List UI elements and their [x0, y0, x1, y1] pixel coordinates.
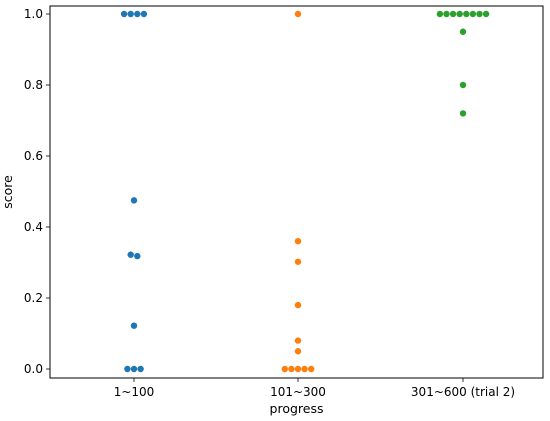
y-tick-label: 0.2	[24, 291, 43, 305]
data-point	[130, 322, 138, 329]
data-point	[130, 365, 138, 373]
data-point	[436, 10, 444, 18]
data-point	[443, 10, 450, 18]
y-axis-label: score	[0, 175, 15, 209]
data-point	[294, 238, 302, 245]
data-point	[288, 365, 295, 373]
data-point	[301, 365, 308, 373]
data-point	[281, 365, 288, 373]
y-tick-label: 0.0	[24, 362, 43, 376]
data-point	[294, 365, 302, 373]
y-tick-label: 0.8	[24, 78, 43, 92]
data-point	[134, 252, 141, 260]
data-point	[120, 10, 128, 18]
y-axis-ticks: 0.0 0.2 0.4 0.6 0.8 1.0	[24, 7, 50, 376]
x-tick-label: 101~300	[270, 385, 326, 399]
x-axis-label: progress	[270, 401, 324, 416]
y-tick-label: 1.0	[24, 7, 43, 21]
data-point	[140, 10, 148, 18]
data-point	[294, 337, 302, 344]
data-point	[456, 10, 463, 18]
data-point	[469, 10, 477, 18]
data-points	[120, 10, 490, 373]
data-point	[124, 365, 131, 373]
data-point	[308, 365, 315, 373]
data-point	[294, 348, 302, 355]
x-axis-ticks: 1~100 101~300 301~600 (trial 2)	[114, 378, 515, 399]
data-point	[449, 10, 457, 18]
data-point	[459, 28, 467, 35]
data-point	[127, 251, 134, 258]
data-point	[130, 197, 138, 204]
data-point	[137, 365, 144, 373]
data-point	[294, 258, 302, 265]
data-point	[127, 10, 134, 18]
y-tick-label: 0.6	[24, 149, 43, 163]
data-point	[482, 10, 490, 18]
data-point	[459, 110, 467, 117]
data-point	[134, 10, 141, 18]
data-point	[463, 10, 470, 18]
x-tick-label: 301~600 (trial 2)	[411, 385, 515, 399]
data-point	[294, 301, 302, 309]
y-tick-label: 0.4	[24, 220, 43, 234]
plot-area	[49, 5, 544, 379]
data-point	[459, 81, 467, 89]
data-point	[294, 10, 302, 18]
data-point	[476, 10, 483, 18]
x-tick-label: 1~100	[114, 385, 155, 399]
